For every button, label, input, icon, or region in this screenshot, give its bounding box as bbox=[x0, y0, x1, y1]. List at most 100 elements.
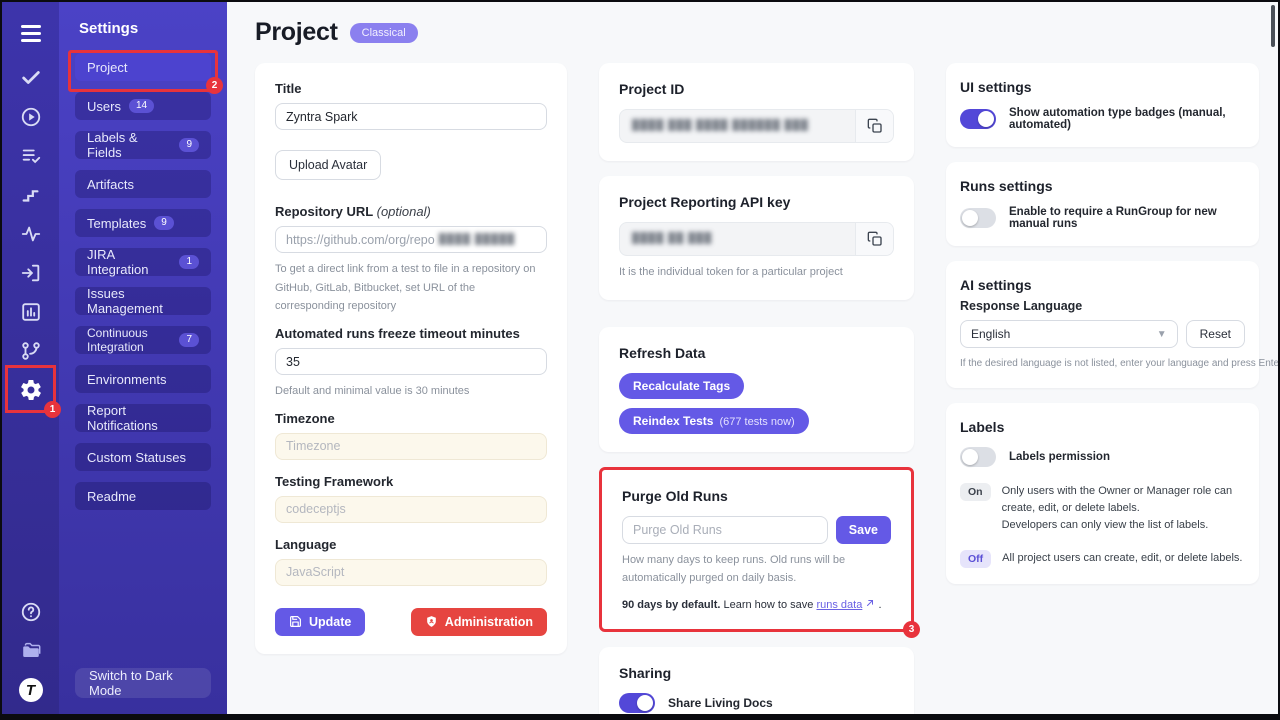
timezone-input[interactable] bbox=[275, 432, 547, 460]
annotation-marker-2: 2 bbox=[206, 77, 223, 94]
repository-url-input[interactable]: https://github.com/org/repo ████ █████ bbox=[275, 226, 547, 253]
purge-save-button[interactable]: Save bbox=[835, 515, 891, 544]
api-key-card: Project Reporting API key ████ ██ ███ It… bbox=[599, 176, 914, 300]
testing-framework-label: Testing Framework bbox=[275, 473, 394, 489]
freeze-timeout-input[interactable] bbox=[275, 348, 547, 376]
response-language-select[interactable]: English ▼ bbox=[960, 320, 1178, 348]
settings-sidebar: Settings Project 2 Users 14 Labels & Fie… bbox=[59, 2, 227, 720]
play-circle-icon[interactable] bbox=[18, 104, 44, 130]
purge-default-note: 90 days by default. Learn how to save ru… bbox=[622, 599, 882, 612]
sidebar-item-environments[interactable]: Environments bbox=[75, 365, 211, 393]
copy-project-id-button[interactable] bbox=[855, 110, 893, 142]
bar-chart-icon[interactable] bbox=[18, 299, 44, 325]
labels-off-badge: Off bbox=[960, 550, 992, 569]
reindex-tests-button[interactable]: Reindex Tests (677 tests now) bbox=[619, 407, 809, 434]
rungroup-required-label: Enable to require a RunGroup for new man… bbox=[1009, 206, 1217, 230]
rungroup-required-toggle[interactable] bbox=[960, 208, 996, 228]
sidebar-item-continuous-integration[interactable]: Continuous Integration 7 bbox=[75, 326, 211, 354]
refresh-data-card: Refresh Data Recalculate Tags Reindex Te… bbox=[599, 326, 914, 452]
bottom-frame bbox=[2, 714, 1278, 720]
purge-heading: Purge Old Runs bbox=[622, 487, 728, 504]
sidebar-item-readme[interactable]: Readme bbox=[75, 482, 211, 510]
hamburger-menu-icon[interactable] bbox=[18, 20, 44, 46]
repository-url-label: Repository URL (optional) bbox=[275, 204, 431, 219]
sidebar-item-issues-management[interactable]: Issues Management bbox=[75, 286, 211, 316]
ai-settings-help: If the desired language is not listed, e… bbox=[960, 358, 1278, 369]
language-label: Language bbox=[275, 536, 337, 552]
update-button[interactable]: Update bbox=[275, 607, 366, 636]
folders-icon[interactable] bbox=[18, 638, 44, 664]
reset-language-button[interactable]: Reset bbox=[1185, 320, 1245, 348]
sidebar-item-labels-fields[interactable]: Labels & Fields 9 bbox=[75, 130, 211, 160]
list-check-icon[interactable] bbox=[18, 143, 44, 169]
purge-old-runs-card: Purge Old Runs Save How many days to kee… bbox=[602, 469, 911, 630]
sidebar-item-project[interactable]: Project bbox=[75, 53, 211, 81]
sidebar-item-artifacts[interactable]: Artifacts bbox=[75, 170, 211, 198]
title-label: Title bbox=[275, 81, 302, 96]
sharing-heading: Sharing bbox=[619, 665, 672, 682]
sidebar-item-label: Readme bbox=[87, 488, 137, 504]
pulse-icon[interactable] bbox=[18, 221, 44, 247]
scrollbar-thumb[interactable] bbox=[1271, 5, 1275, 47]
project-form-card: Title Upload Avatar Repository URL (opti… bbox=[255, 63, 567, 654]
project-id-heading: Project ID bbox=[619, 81, 685, 97]
sidebar-item-jira-integration[interactable]: JIRA Integration 1 bbox=[75, 247, 211, 277]
chevron-down-icon: ▼ bbox=[1156, 328, 1167, 340]
sidebar-item-label: Environments bbox=[87, 371, 167, 387]
refresh-data-heading: Refresh Data bbox=[619, 344, 706, 361]
ai-settings-heading: AI settings bbox=[960, 277, 1032, 293]
reindex-count-note: (677 tests now) bbox=[719, 415, 795, 428]
timezone-label: Timezone bbox=[275, 410, 335, 426]
sidebar-item-templates[interactable]: Templates 9 bbox=[75, 209, 211, 237]
icon-rail: 1 T bbox=[2, 2, 61, 720]
automation-badges-toggle[interactable] bbox=[960, 109, 996, 129]
copy-icon bbox=[867, 231, 882, 246]
language-input[interactable] bbox=[275, 558, 547, 586]
sidebar-item-label: Artifacts bbox=[87, 176, 134, 192]
gear-icon[interactable] bbox=[18, 377, 44, 403]
sidebar-item-label: Continuous Integration bbox=[87, 326, 148, 354]
app-logo[interactable]: T bbox=[18, 677, 44, 703]
sidebar-item-custom-statuses[interactable]: Custom Statuses bbox=[75, 443, 211, 471]
runs-data-link[interactable]: runs data bbox=[816, 599, 863, 612]
switch-dark-mode-button[interactable]: Switch to Dark Mode bbox=[75, 668, 211, 698]
labels-permission-label: Labels permission bbox=[1009, 451, 1110, 463]
column-settings: UI settings Show automation type badges … bbox=[946, 63, 1278, 585]
purge-days-input[interactable] bbox=[622, 515, 828, 544]
runs-settings-card: Runs settings Enable to require a RunGro… bbox=[946, 162, 1259, 246]
sidebar-item-users[interactable]: Users 14 bbox=[75, 92, 211, 120]
api-key-heading: Project Reporting API key bbox=[619, 194, 791, 210]
column-project-keys: Project ID ████ ███ ████ ██████ ███ Proj… bbox=[599, 63, 920, 720]
recalculate-tags-button[interactable]: Recalculate Tags bbox=[619, 372, 745, 399]
sidebar-item-label: Issues Management bbox=[87, 286, 163, 316]
purge-help: How many days to keep runs. Old runs wil… bbox=[622, 553, 846, 585]
help-icon[interactable] bbox=[18, 599, 44, 625]
steps-icon[interactable] bbox=[18, 182, 44, 208]
copy-api-key-button[interactable] bbox=[855, 223, 893, 255]
labels-permission-toggle[interactable] bbox=[960, 447, 996, 467]
shield-icon bbox=[426, 616, 436, 628]
page-title: Project bbox=[255, 18, 338, 46]
sidebar-item-report-notifications[interactable]: Report Notifications bbox=[75, 403, 211, 433]
response-language-label: Response Language bbox=[960, 299, 1083, 313]
testing-framework-input[interactable] bbox=[275, 495, 547, 523]
copy-icon bbox=[867, 118, 882, 133]
administration-button[interactable]: Administration bbox=[410, 607, 547, 636]
check-icon[interactable] bbox=[18, 65, 44, 91]
api-key-value-box: ████ ██ ███ bbox=[619, 222, 894, 256]
labels-on-description: Only users with the Owner or Manager rol… bbox=[1001, 485, 1233, 532]
import-icon[interactable] bbox=[18, 260, 44, 286]
upload-avatar-button[interactable]: Upload Avatar bbox=[275, 150, 382, 180]
sidebar-heading: Settings bbox=[79, 20, 139, 37]
column-project-form: Title Upload Avatar Repository URL (opti… bbox=[255, 63, 567, 654]
title-input[interactable] bbox=[275, 103, 547, 130]
git-branch-icon[interactable] bbox=[18, 338, 44, 364]
runs-settings-heading: Runs settings bbox=[960, 178, 1053, 194]
annotation-marker-3: 3 bbox=[903, 621, 920, 639]
ai-settings-card: AI settings Response Language English ▼ … bbox=[946, 261, 1278, 388]
repository-url-help: To get a direct link from a test to file… bbox=[275, 263, 536, 313]
ui-settings-heading: UI settings bbox=[960, 79, 1032, 95]
share-living-docs-toggle[interactable] bbox=[619, 693, 655, 714]
main-content: Project Classical Title Upload Avatar Re… bbox=[227, 2, 1278, 720]
